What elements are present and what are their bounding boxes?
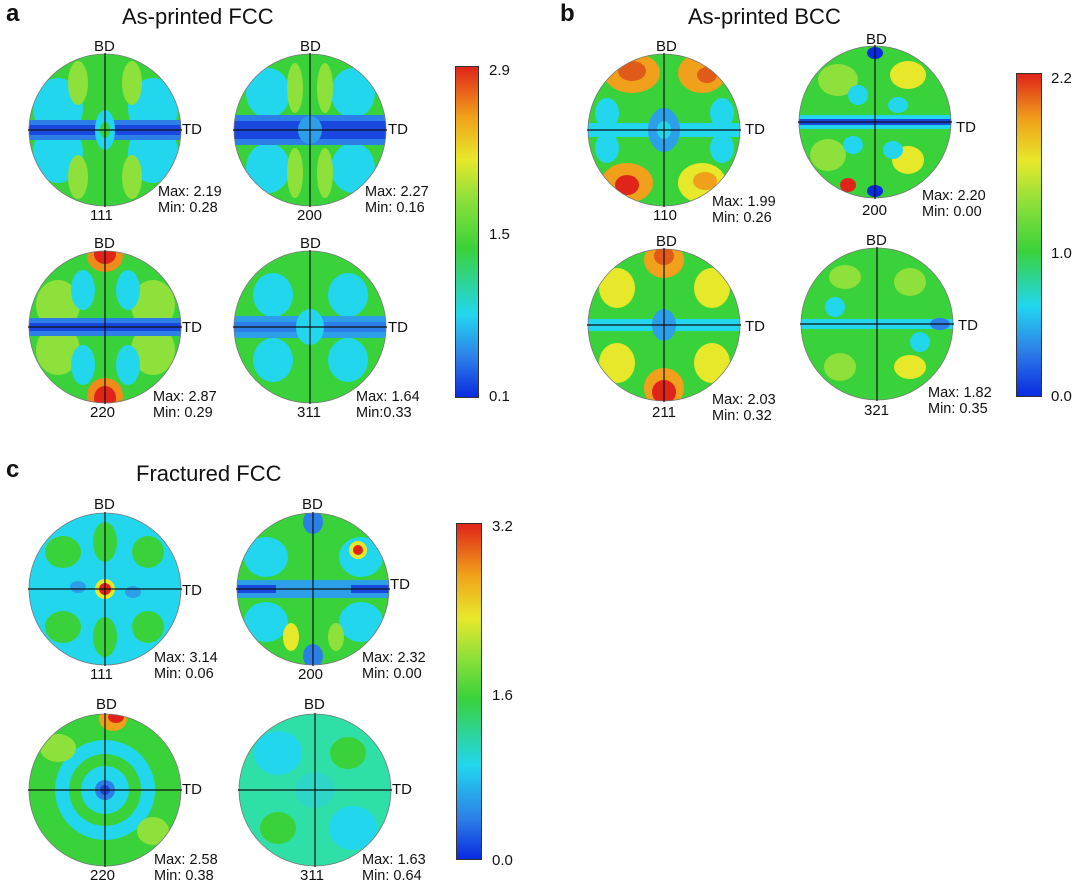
max-value: Max: 1.99 xyxy=(712,194,776,210)
colorbar-mid-label: 1.0 xyxy=(1051,245,1072,262)
panel-title-c: Fractured FCC xyxy=(136,461,282,486)
colorbar-max-label: 3.2 xyxy=(492,518,513,535)
bd-axis-label: BD xyxy=(866,31,887,48)
pole-figure-c-200 xyxy=(236,512,390,666)
panel-title-b: As-printed BCC xyxy=(688,4,841,29)
min-value: Min: 0.64 xyxy=(362,868,422,884)
max-value: Max: 2.03 xyxy=(712,392,776,408)
pole-figure-b-200 xyxy=(798,45,952,199)
min-value: Min: 0.16 xyxy=(365,200,425,216)
min-value: Min:0.33 xyxy=(356,405,412,421)
pole-index-label: 220 xyxy=(90,404,116,421)
td-axis-label: TD xyxy=(182,319,202,336)
pole-index-label: 200 xyxy=(298,666,324,683)
td-axis-label: TD xyxy=(745,318,765,335)
max-value: Max: 2.32 xyxy=(362,650,426,666)
max-value: Max: 2.19 xyxy=(158,184,222,200)
bd-axis-label: BD xyxy=(656,233,677,250)
bd-axis-label: BD xyxy=(94,38,115,55)
pole-figure-a-311 xyxy=(233,250,387,404)
panel-label-a: a xyxy=(6,0,20,27)
min-value: Min: 0.32 xyxy=(712,408,772,424)
pole-index-label: 111 xyxy=(90,207,113,224)
min-value: Min: 0.00 xyxy=(922,204,982,220)
max-value: Max: 2.87 xyxy=(153,389,217,405)
td-axis-label: TD xyxy=(388,121,408,138)
min-value: Min: 0.00 xyxy=(362,666,422,682)
max-value: Max: 1.64 xyxy=(356,389,420,405)
colorbar-min-label: 0.0 xyxy=(492,852,513,869)
td-axis-label: TD xyxy=(392,781,412,798)
colorbar-a xyxy=(455,66,479,398)
bd-axis-label: BD xyxy=(656,38,677,55)
max-value: Max: 2.27 xyxy=(365,184,429,200)
colorbar-mid-label: 1.6 xyxy=(492,687,513,704)
colorbar-max-label: 2.9 xyxy=(489,62,510,79)
panel-label-c: c xyxy=(6,456,20,483)
bd-axis-label: BD xyxy=(300,38,321,55)
min-value: Min: 0.38 xyxy=(154,868,214,884)
td-axis-label: TD xyxy=(745,121,765,138)
pole-index-label: 321 xyxy=(864,402,890,419)
min-value: Min: 0.26 xyxy=(712,210,772,226)
max-value: Max: 2.58 xyxy=(154,852,218,868)
panel-title-a: As-printed FCC xyxy=(122,4,274,29)
pole-index-label: 311 xyxy=(300,867,324,884)
max-value: Max: 1.63 xyxy=(362,852,426,868)
bd-axis-label: BD xyxy=(300,235,321,252)
pole-figure-c-311 xyxy=(238,713,392,867)
bd-axis-label: BD xyxy=(302,496,323,513)
td-axis-label: TD xyxy=(182,582,202,599)
colorbar-b xyxy=(1016,73,1042,397)
colorbar-min-label: 0.1 xyxy=(489,388,510,405)
td-axis-label: TD xyxy=(182,781,202,798)
colorbar-c xyxy=(456,523,482,860)
colorbar-min-label: 0.0 xyxy=(1051,388,1072,405)
pole-index-label: 200 xyxy=(862,202,888,219)
max-value: Max: 3.14 xyxy=(154,650,218,666)
min-value: Min: 0.06 xyxy=(154,666,214,682)
pole-index-label: 311 xyxy=(297,404,321,421)
pole-figure-b-110 xyxy=(587,53,741,207)
pole-figure-a-111 xyxy=(28,53,182,207)
pole-figure-b-321 xyxy=(800,247,954,401)
td-axis-label: TD xyxy=(958,317,978,334)
pole-index-label: 111 xyxy=(90,666,113,683)
pole-index-label: 211 xyxy=(652,404,676,421)
bd-axis-label: BD xyxy=(866,232,887,249)
pole-figure-a-220 xyxy=(28,250,182,404)
pole-figure-c-220 xyxy=(28,713,182,867)
min-value: Min: 0.29 xyxy=(153,405,213,421)
bd-axis-label: BD xyxy=(304,696,325,713)
bd-axis-label: BD xyxy=(96,696,117,713)
td-axis-label: TD xyxy=(390,576,410,593)
pole-figure-a-200 xyxy=(233,53,387,207)
pole-figure-c-111 xyxy=(28,512,182,666)
max-value: Max: 2.20 xyxy=(922,188,986,204)
min-value: Min: 0.35 xyxy=(928,401,988,417)
bd-axis-label: BD xyxy=(94,496,115,513)
colorbar-mid-label: 1.5 xyxy=(489,226,510,243)
max-value: Max: 1.82 xyxy=(928,385,992,401)
bd-axis-label: BD xyxy=(94,235,115,252)
panel-label-b: b xyxy=(560,0,575,27)
td-axis-label: TD xyxy=(956,119,976,136)
colorbar-max-label: 2.2 xyxy=(1051,70,1072,87)
min-value: Min: 0.28 xyxy=(158,200,218,216)
pole-index-label: 110 xyxy=(653,207,677,224)
pole-figure-b-211 xyxy=(587,248,741,402)
pole-index-label: 200 xyxy=(297,207,323,224)
td-axis-label: TD xyxy=(182,121,202,138)
pole-index-label: 220 xyxy=(90,867,116,884)
td-axis-label: TD xyxy=(388,319,408,336)
